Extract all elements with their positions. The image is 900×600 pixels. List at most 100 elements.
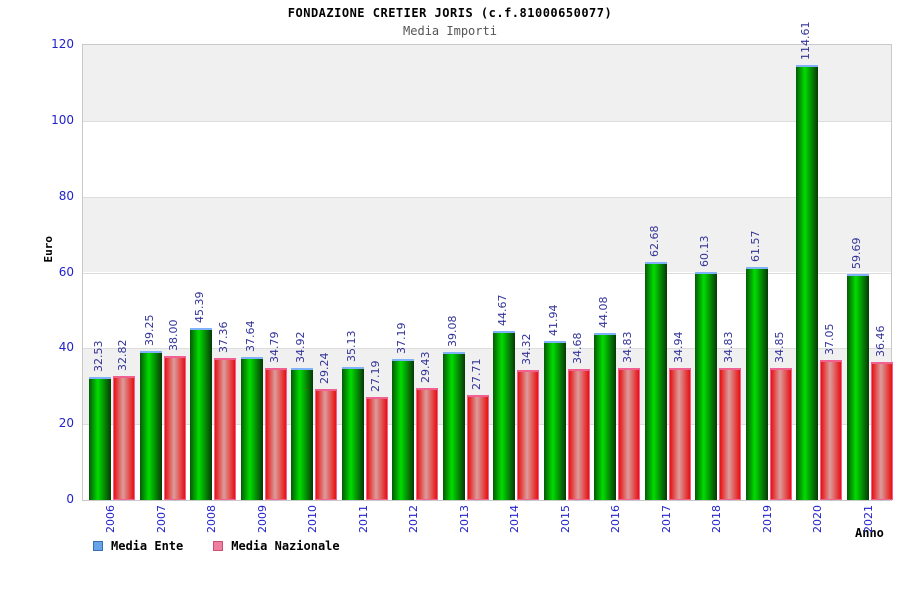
value-label-media-nazionale-2009: 34.79 [267, 331, 281, 364]
y-tick-label: 100 [51, 112, 74, 127]
value-label-media-ente-2020: 114.61 [799, 21, 812, 61]
bar-media-ente-2006 [89, 376, 111, 500]
bar-media-nazionale-2017 [668, 367, 691, 500]
bar-media-ente-2019 [745, 266, 768, 500]
legend-label-media-ente: Media Ente [111, 539, 184, 553]
value-label-media-nazionale-2012: 29.43 [419, 351, 432, 384]
legend-label-media-nazionale: Media Nazionale [231, 539, 340, 553]
bar-media-ente-2008 [190, 327, 212, 500]
bar-media-ente-2013 [442, 351, 465, 500]
x-tick-label-2012: 2012 [407, 505, 420, 533]
legend-item-media-nazionale: Media Nazionale [213, 539, 340, 553]
y-tick-label: 20 [58, 416, 74, 431]
x-tick-label-2019: 2019 [760, 505, 774, 533]
legend-item-media-ente: Media Ente [93, 539, 183, 553]
value-label-media-ente-2007: 39.25 [142, 314, 156, 347]
x-tick-label-2011: 2011 [356, 505, 370, 533]
x-axis-title: Anno [855, 526, 884, 540]
value-label-media-nazionale-2006: 32.82 [116, 339, 129, 371]
bar-media-nazionale-2011 [365, 396, 388, 500]
bar-media-ente-2007 [139, 351, 162, 500]
y-tick-label: 80 [58, 188, 74, 203]
value-label-media-nazionale-2015: 34.68 [570, 332, 584, 364]
x-tick-label-2020: 2020 [811, 505, 824, 533]
gridline [83, 272, 891, 274]
value-label-media-nazionale-2010: 29.24 [318, 352, 331, 385]
value-label-media-ente-2012: 37.19 [395, 322, 408, 354]
value-label-media-ente-2018: 60.13 [698, 235, 711, 268]
value-label-media-nazionale-2018: 34.83 [722, 331, 735, 363]
bar-media-nazionale-2007 [163, 355, 186, 500]
bar-media-nazionale-2016 [618, 367, 640, 500]
x-tick-label-2009: 2009 [255, 505, 269, 533]
x-tick-label-2006: 2006 [104, 505, 117, 533]
bar-media-nazionale-2014 [517, 369, 539, 500]
y-tick-label: 120 [51, 37, 74, 51]
x-tick-label-2013: 2013 [457, 505, 471, 533]
bar-media-nazionale-2010 [315, 389, 337, 500]
bar-media-nazionale-2009 [264, 368, 287, 500]
bar-media-ente-2015 [543, 340, 566, 500]
legend: Media Ente Media Nazionale [93, 539, 340, 553]
x-tick-label-2007: 2007 [154, 505, 168, 533]
x-tick-label-2018: 2018 [710, 505, 723, 533]
bar-media-ente-2020 [796, 65, 818, 500]
value-label-media-nazionale-2017: 34.94 [671, 331, 685, 363]
plot-band [83, 45, 891, 121]
value-label-media-ente-2013: 39.08 [445, 315, 459, 347]
value-label-media-ente-2009: 37.64 [243, 320, 257, 353]
chart-title: FONDAZIONE CRETIER JORIS (c.f.8100065007… [287, 6, 613, 20]
value-label-media-nazionale-2014: 34.32 [520, 333, 533, 365]
chart-subtitle: Media Importi [403, 24, 497, 38]
gridline [83, 348, 891, 350]
x-tick-label-2010: 2010 [306, 505, 319, 533]
bar-media-nazionale-2013 [466, 394, 489, 500]
value-label-media-ente-2014: 44.67 [496, 294, 509, 326]
gridline [83, 196, 891, 198]
bar-media-ente-2009 [240, 357, 263, 500]
bar-media-nazionale-2019 [769, 367, 792, 500]
y-axis-title: Euro [42, 236, 55, 263]
bar-media-ente-2014 [493, 330, 515, 500]
value-label-media-ente-2017: 62.68 [647, 225, 661, 258]
x-tick-label-2008: 2008 [205, 505, 218, 533]
x-tick-label-2016: 2016 [609, 505, 622, 533]
bar-media-ente-2016 [594, 332, 616, 500]
media-ente-swatch-icon [93, 541, 103, 551]
bar-media-nazionale-2015 [567, 368, 590, 500]
value-label-media-nazionale-2020: 37.05 [823, 323, 836, 355]
bar-media-nazionale-2020 [820, 359, 842, 500]
media-nazionale-swatch-icon [213, 541, 224, 551]
bar-media-nazionale-2006 [113, 375, 135, 500]
gridline [83, 120, 891, 122]
value-label-media-ente-2016: 44.08 [597, 296, 610, 328]
bar-media-nazionale-2021 [870, 361, 893, 500]
value-label-media-nazionale-2008: 37.36 [217, 321, 230, 354]
value-label-media-ente-2015: 41.94 [546, 304, 560, 336]
x-tick-label-2021: 2021 [861, 505, 875, 533]
bar-media-nazionale-2018 [719, 367, 741, 500]
bar-media-ente-2010 [291, 367, 313, 500]
value-label-media-ente-2008: 45.39 [193, 291, 206, 323]
y-tick-label: 0 [66, 492, 74, 506]
bar-media-nazionale-2008 [214, 358, 236, 500]
value-label-media-nazionale-2013: 27.71 [469, 358, 483, 390]
bar-media-nazionale-2012 [416, 388, 438, 500]
plot-area [82, 44, 893, 501]
value-label-media-ente-2010: 34.92 [294, 331, 307, 363]
value-label-media-nazionale-2019: 34.85 [772, 331, 786, 363]
x-tick-label-2017: 2017 [659, 505, 673, 533]
value-label-media-nazionale-2011: 27.19 [368, 360, 382, 392]
x-tick-label-2014: 2014 [508, 505, 521, 533]
bar-media-ente-2011 [341, 366, 364, 500]
x-tick-label-2015: 2015 [558, 505, 572, 533]
value-label-media-ente-2006: 32.53 [92, 340, 105, 372]
value-label-media-ente-2019: 61.57 [748, 230, 762, 262]
bar-media-ente-2021 [846, 273, 869, 500]
y-tick-label: 60 [58, 264, 74, 279]
bar-media-ente-2017 [644, 262, 667, 500]
value-label-media-ente-2011: 35.13 [344, 330, 358, 362]
plot-band [83, 196, 891, 273]
value-label-media-ente-2021: 59.69 [849, 237, 863, 269]
